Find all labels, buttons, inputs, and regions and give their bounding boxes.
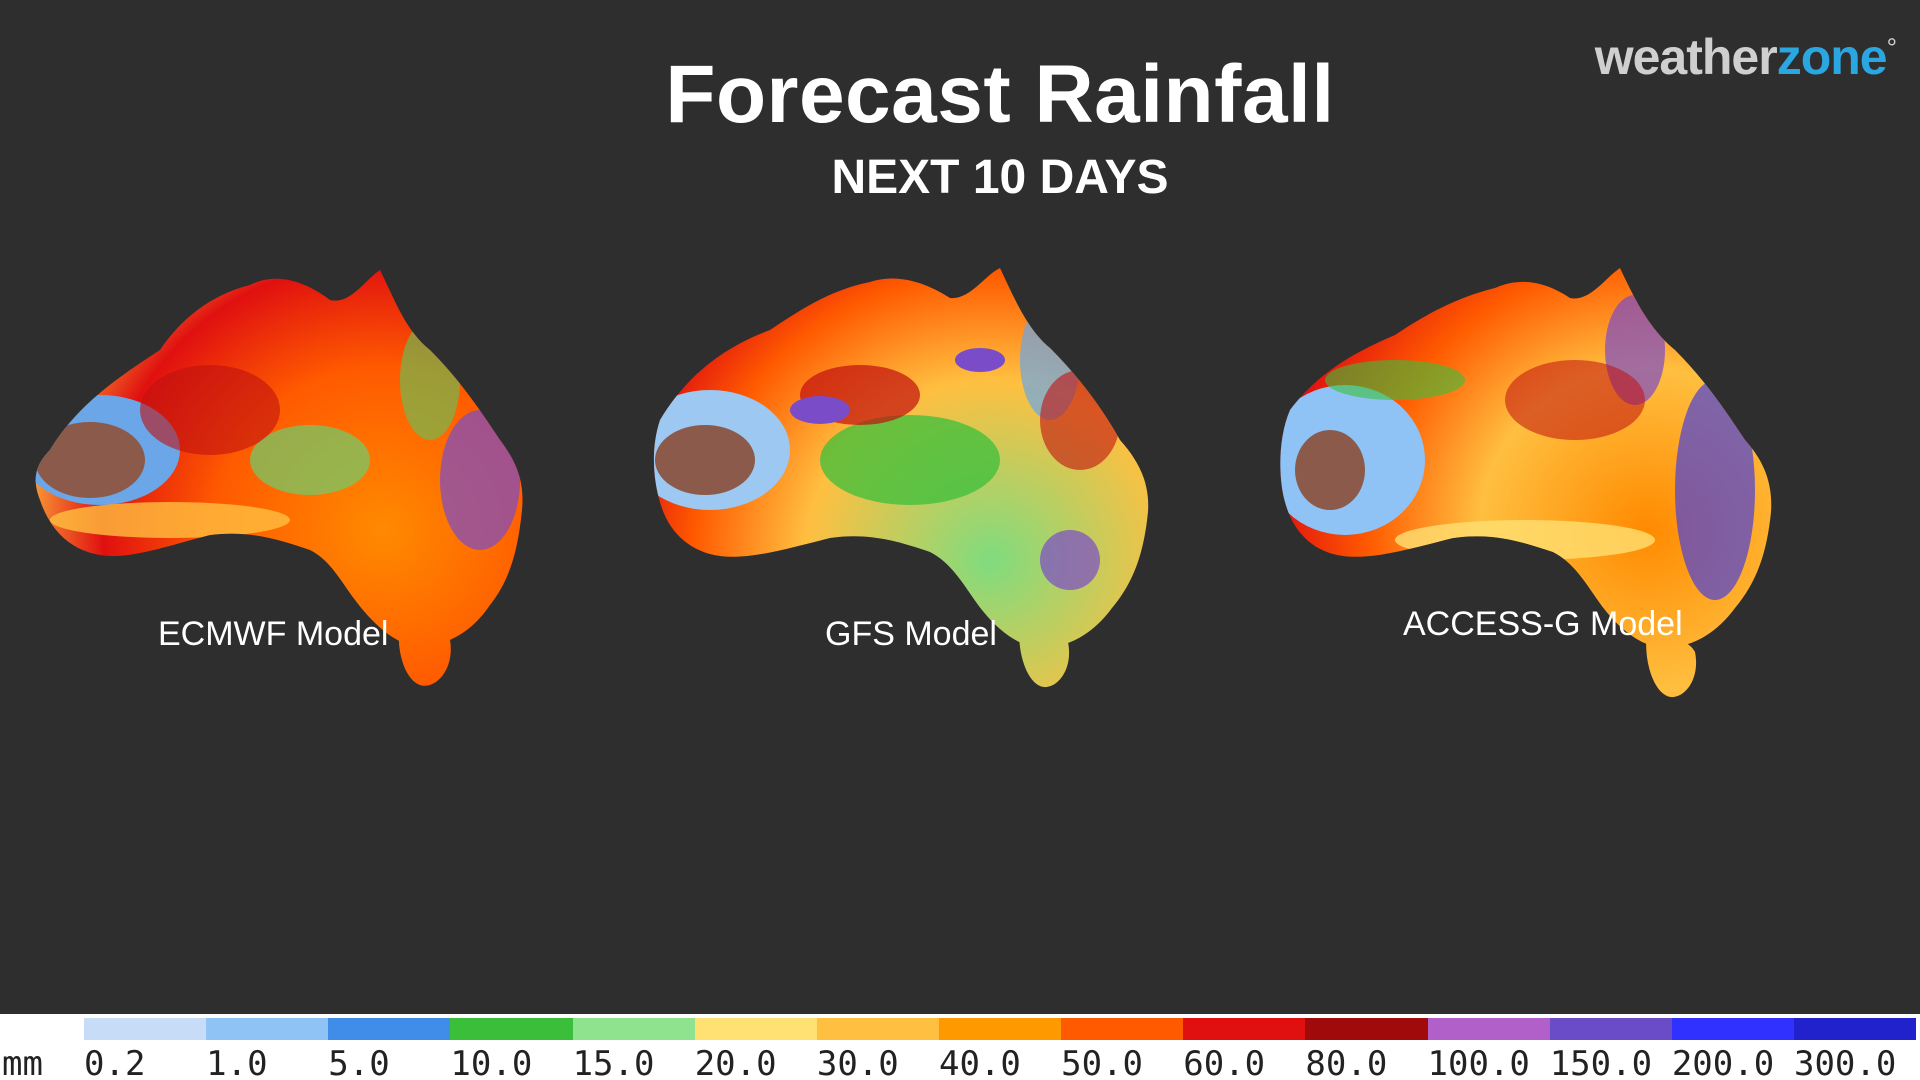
legend-swatch: [328, 1018, 451, 1040]
legend-tick: 80.0: [1305, 1044, 1388, 1080]
legend-tick: 150.0: [1549, 1044, 1653, 1080]
legend-unit: mm: [2, 1044, 43, 1080]
legend-tick: 1.0: [206, 1044, 268, 1080]
legend-tick: 5.0: [328, 1044, 390, 1080]
legend-tick: 60.0: [1183, 1044, 1266, 1080]
legend-swatch: [1427, 1018, 1550, 1040]
rainfall-legend: mm 0.2 1.0 5.0 10.0 15.0 20.0 30.0 40.0 50.0 60.0…: [0, 1014, 1920, 1080]
map-panel-gfs: GFS Model: [650, 260, 1270, 860]
legend-swatch: [938, 1018, 1062, 1040]
legend-swatch: [84, 1018, 207, 1040]
legend-swatch: [1671, 1018, 1794, 1040]
legend-swatch: [816, 1018, 939, 1040]
legend-tick: 300.0: [1793, 1044, 1897, 1080]
australia-map-ecmwf: [35, 270, 523, 686]
legend-tick: 15.0: [572, 1044, 655, 1080]
legend-tick: 40.0: [938, 1044, 1021, 1080]
legend-color-bar: [84, 1018, 1917, 1040]
map-label-ecmwf: ECMWF Model: [158, 615, 389, 653]
legend-tick: 10.0: [450, 1044, 533, 1080]
legend-swatch: [450, 1018, 573, 1040]
map-panel-ecmwf: ECMWF Model: [10, 260, 630, 860]
map-label-gfs: GFS Model: [825, 615, 997, 653]
australia-map-gfs: [653, 268, 1149, 688]
map-panel-access-g: ACCESS-G Model: [1275, 260, 1895, 860]
legend-tick: 30.0: [816, 1044, 899, 1080]
page-subtitle: NEXT 10 DAYS: [831, 151, 1169, 204]
logo-text-zone: zone: [1776, 29, 1888, 85]
legend-swatch: [1305, 1018, 1428, 1040]
legend-swatch: [206, 1018, 329, 1040]
legend-swatch: [694, 1018, 817, 1040]
logo-text-weather: weather: [1594, 29, 1778, 85]
legend-tick-labels: 0.2 1.0 5.0 10.0 15.0 20.0 30.0 40.0 50.0 60.0 80.…: [84, 1044, 1916, 1080]
legend-swatch: [572, 1018, 695, 1040]
logo-degree-mark: °: [1886, 32, 1897, 63]
legend-swatch: [1549, 1018, 1672, 1040]
legend-tick: 20.0: [694, 1044, 777, 1080]
map-label-access-g: ACCESS-G Model: [1403, 605, 1683, 643]
legend-swatch: [1793, 1018, 1917, 1040]
australia-map-access-g: [1280, 268, 1772, 698]
legend-tick: 50.0: [1061, 1044, 1144, 1080]
legend-tick: 0.2: [84, 1044, 146, 1080]
legend-swatch: [1183, 1018, 1306, 1040]
model-maps: ECMWF Model: [0, 260, 1920, 860]
legend-tick: 100.0: [1427, 1044, 1530, 1080]
legend-tick: 200.0: [1671, 1044, 1775, 1080]
page-title: Forecast Rainfall: [665, 49, 1335, 140]
weatherzone-logo: weatherzone°: [1594, 28, 1897, 86]
legend-swatch: [1061, 1018, 1184, 1040]
